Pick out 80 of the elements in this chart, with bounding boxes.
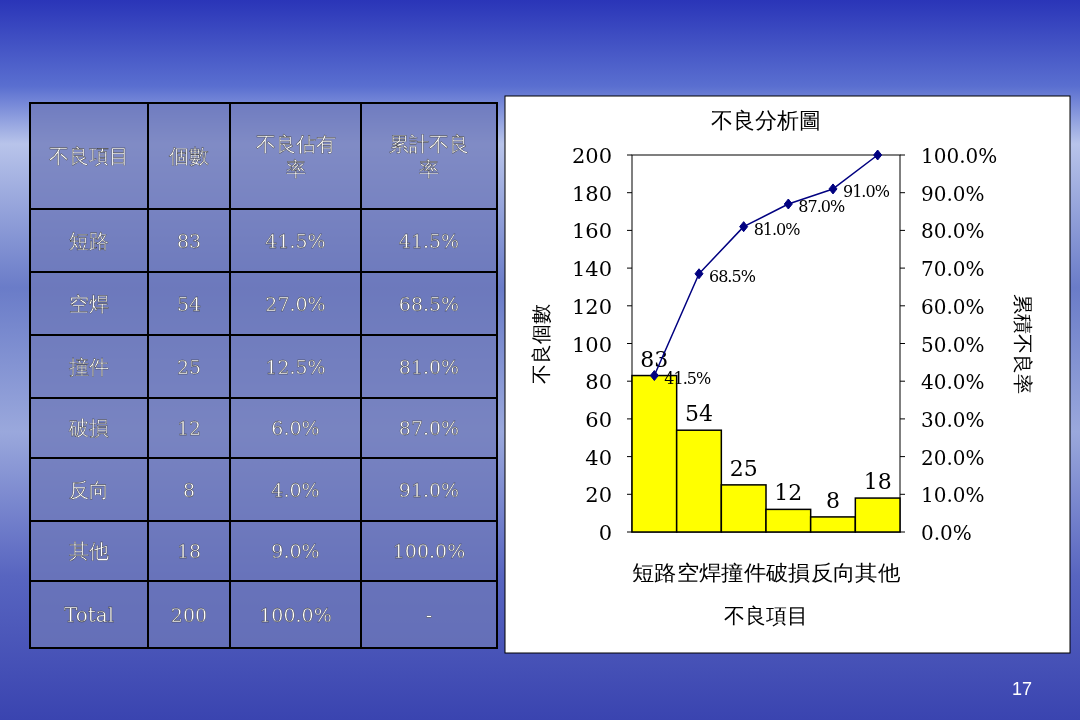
data-label: 18 <box>176 540 202 562</box>
y2-axis-title: 累積不良率 <box>1011 293 1035 394</box>
point <box>649 370 659 382</box>
y-tick-label: 100 <box>571 332 612 357</box>
data-label: - <box>425 603 433 626</box>
point <box>739 221 749 233</box>
category-label: Total <box>63 602 115 627</box>
data-label: 12 <box>176 417 202 439</box>
category-label: 其他 <box>69 539 109 563</box>
y2-tick-label: 70.0% <box>921 257 985 282</box>
category-label: 破損 <box>68 416 109 440</box>
data-label: 83 <box>176 229 202 252</box>
point <box>783 198 793 210</box>
data-label: 25 <box>176 355 202 378</box>
category-label: 空焊 <box>69 291 109 316</box>
data-label: 27.0% <box>265 292 326 315</box>
data-label: 81.0% <box>398 355 460 378</box>
x-tick-label: 破損 <box>764 561 811 585</box>
x-tick-label: 撞件 <box>721 561 766 585</box>
point <box>873 149 883 161</box>
text: 不良項目 <box>49 144 129 168</box>
chart-title: 不良分析圖 <box>711 108 821 133</box>
y2-tick-label: 40.0% <box>921 370 985 395</box>
category-label: 撞件 <box>69 354 109 379</box>
text: 17 <box>1011 679 1032 699</box>
x-tick-label: 其他 <box>855 561 900 585</box>
data-label: 87.0% <box>398 417 460 439</box>
y-tick-label: 120 <box>571 294 612 319</box>
data-label: 12 <box>774 480 803 506</box>
data-label: 81.0% <box>753 219 801 239</box>
y-tick-label: 60 <box>585 407 612 432</box>
y2-tick-label: 20.0% <box>921 445 985 470</box>
data-label: 68.5% <box>709 266 756 286</box>
y2-tick-label: 50.0% <box>921 332 985 357</box>
y2-tick-label: 10.0% <box>921 483 985 508</box>
point <box>694 268 704 280</box>
y2-tick-label: 90.0% <box>921 181 985 206</box>
y-tick-label: 80 <box>585 370 612 395</box>
text: 不良佔有率 <box>255 132 336 181</box>
text: 累計不良率 <box>389 132 469 181</box>
data-label: 6.0% <box>271 417 320 439</box>
data-label: 18 <box>863 469 892 495</box>
x-tick-label: 短路 <box>632 561 677 585</box>
series-label: 個數 <box>169 144 209 168</box>
y2-tick-label: 100.0% <box>921 144 998 168</box>
data-label: 25 <box>729 455 758 481</box>
data-label: 41.5% <box>265 229 326 252</box>
data-label: 54 <box>685 401 713 427</box>
y2-tick-label: 30.0% <box>921 407 985 432</box>
y2-tick-label: 0.0% <box>921 521 972 545</box>
y-axis-title: 不良個數 <box>529 303 553 384</box>
data-label: 87.0% <box>798 197 845 217</box>
y2-tick-label: 60.0% <box>921 294 985 319</box>
data-label: 54 <box>176 292 202 315</box>
y-tick-label: 160 <box>571 219 612 244</box>
data-label: 68.5% <box>398 292 460 315</box>
y-tick-label: 40 <box>585 445 612 470</box>
data-label: 100.0% <box>392 540 466 562</box>
y2-tick-label: 80.0% <box>921 219 985 244</box>
data-label: 200 <box>170 603 208 626</box>
x-axis-title: 不良項目 <box>724 604 808 628</box>
data-label: 41.5% <box>398 229 460 252</box>
y-tick-label: 140 <box>571 257 612 282</box>
data-label: 41.5% <box>664 368 711 388</box>
data-label: 8 <box>826 487 840 513</box>
x-tick-label: 反向 <box>810 561 856 585</box>
data-label: 100.0% <box>259 603 332 626</box>
y-tick-label: 180 <box>571 181 612 206</box>
y-tick-label: 0 <box>598 521 612 545</box>
data-label: 91.0% <box>843 181 890 201</box>
data-label: 8 <box>182 478 196 501</box>
point <box>828 183 838 195</box>
data-label: 9.0% <box>271 540 320 562</box>
y-tick-label: 200 <box>571 144 612 168</box>
data-label: 4.0% <box>271 478 320 501</box>
category-label: 反向 <box>69 477 109 502</box>
y-tick-label: 20 <box>585 483 612 508</box>
data-label: 91.0% <box>398 478 460 501</box>
data-label: 12.5% <box>265 355 326 378</box>
category-label: 短路 <box>69 228 109 253</box>
